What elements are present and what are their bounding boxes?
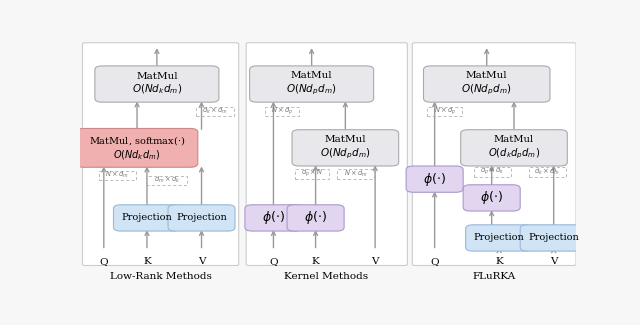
Text: Q: Q [269,257,278,266]
Text: $d_p \times N$: $d_p \times N$ [301,168,323,179]
Text: Kernel Methods: Kernel Methods [284,272,369,281]
FancyBboxPatch shape [168,205,235,231]
Text: $d_m \times d_k$: $d_m \times d_k$ [154,175,180,185]
Bar [337,169,374,179]
Text: Projection: Projection [176,214,227,222]
Bar [196,107,234,116]
Text: K: K [495,257,503,266]
FancyBboxPatch shape [76,128,198,167]
Bar [428,107,462,116]
Text: MatMul
$O(Nd_pd_m)$: MatMul $O(Nd_pd_m)$ [286,72,337,97]
Text: $N \times d_p$: $N \times d_p$ [433,105,456,117]
Bar [474,167,511,177]
Text: MatMul
$O(Nd_pd_m)$: MatMul $O(Nd_pd_m)$ [320,135,371,161]
FancyBboxPatch shape [245,205,302,231]
Text: MatMul, softmax($\cdot$)
$O(Nd_kd_m)$: MatMul, softmax($\cdot$) $O(Nd_kd_m)$ [89,134,185,162]
FancyBboxPatch shape [461,130,567,166]
FancyBboxPatch shape [424,66,550,102]
Text: $d_k \times d_m$: $d_k \times d_m$ [534,166,560,177]
FancyBboxPatch shape [292,130,399,166]
Bar [295,169,330,179]
Text: Projection: Projection [122,214,172,222]
Text: Q: Q [430,257,439,266]
FancyBboxPatch shape [463,185,520,211]
FancyBboxPatch shape [406,166,463,192]
Text: Q: Q [99,257,108,266]
FancyBboxPatch shape [466,225,532,251]
Text: $\phi(\cdot)$: $\phi(\cdot)$ [423,171,446,188]
Text: MatMul
$O(Nd_pd_m)$: MatMul $O(Nd_pd_m)$ [461,72,512,97]
Text: Projection: Projection [528,233,579,242]
Text: K: K [312,257,319,266]
Bar [529,167,566,177]
Text: $N \times d_p$: $N \times d_p$ [271,105,293,117]
Text: $\phi(\cdot)$: $\phi(\cdot)$ [262,209,285,227]
Text: $N \times d_m$: $N \times d_m$ [106,170,129,180]
Text: FLuRKA: FLuRKA [472,272,516,281]
Text: $\phi(\cdot)$: $\phi(\cdot)$ [304,209,327,227]
Text: V: V [198,257,205,266]
FancyBboxPatch shape [250,66,374,102]
Text: Projection: Projection [474,233,525,242]
Text: MatMul
$O(d_kd_pd_m)$: MatMul $O(d_kd_pd_m)$ [488,135,540,161]
Bar [99,171,136,180]
FancyBboxPatch shape [412,43,576,266]
FancyBboxPatch shape [287,205,344,231]
Text: V: V [550,257,557,266]
Bar [146,176,188,185]
Bar [264,107,300,116]
Text: $\phi(\cdot)$: $\phi(\cdot)$ [480,189,503,206]
FancyBboxPatch shape [520,225,587,251]
FancyBboxPatch shape [95,66,219,102]
Text: $N \times d_m$: $N \times d_m$ [344,169,367,179]
Text: V: V [371,257,379,266]
Text: Low-Rank Methods: Low-Rank Methods [110,272,212,281]
FancyBboxPatch shape [113,205,180,231]
Text: $d_k \times d_m$: $d_k \times d_m$ [202,106,228,116]
Text: K: K [143,257,151,266]
Text: $d_p \times d_k$: $d_p \times d_k$ [481,166,505,177]
Text: MatMul
$O(Nd_kd_m)$: MatMul $O(Nd_kd_m)$ [132,72,182,96]
FancyBboxPatch shape [83,43,239,266]
FancyBboxPatch shape [246,43,408,266]
